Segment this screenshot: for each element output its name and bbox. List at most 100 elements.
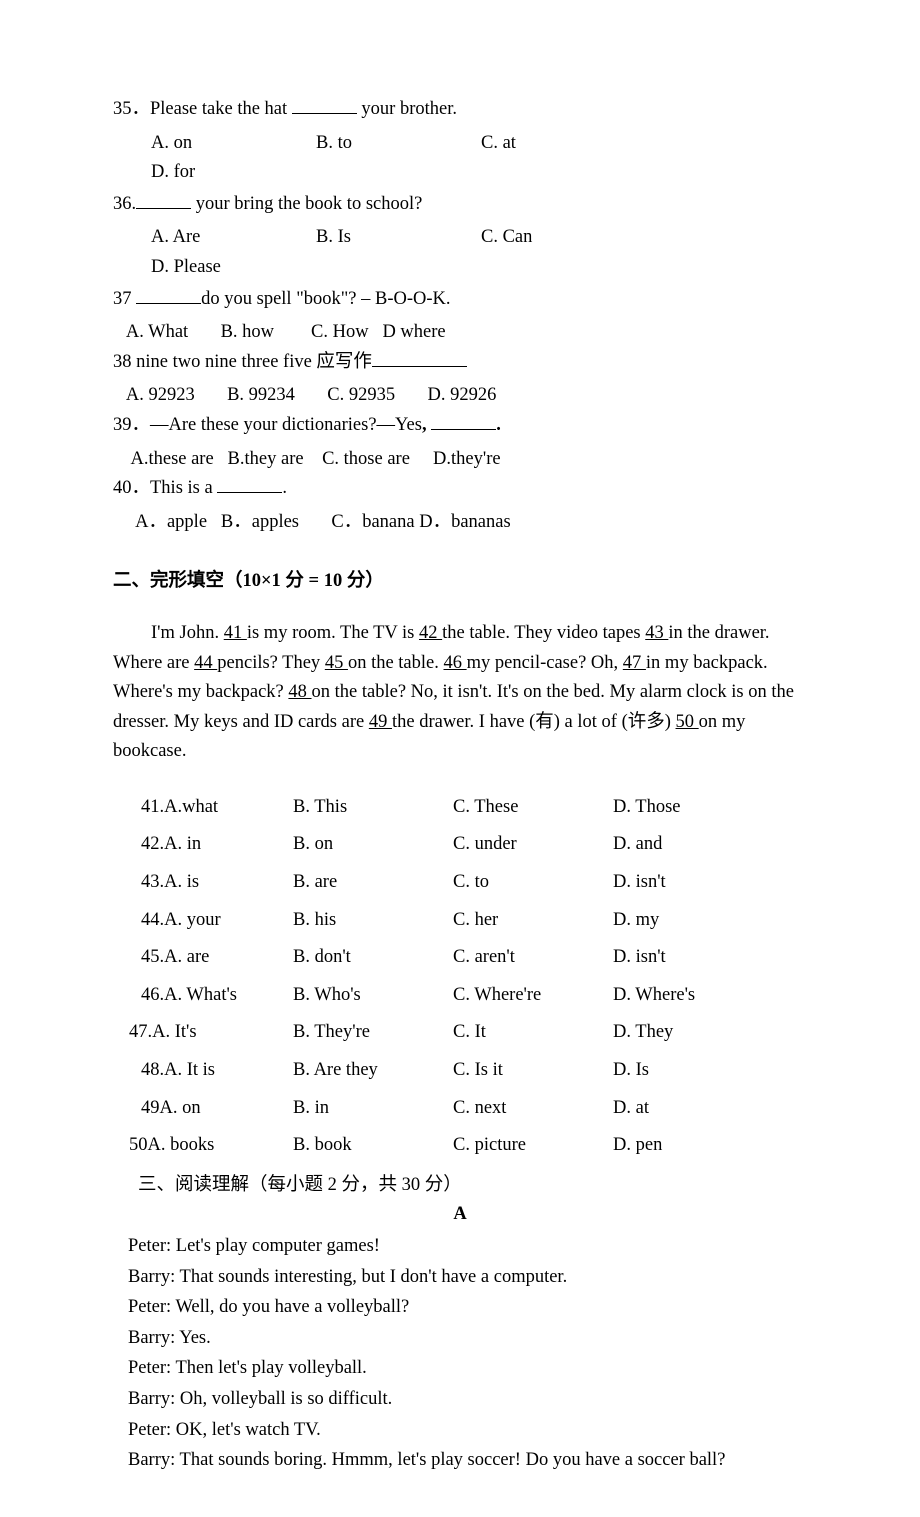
q40-stem-after: . xyxy=(282,478,287,498)
dialogue-line-5: Peter: Then let's play volleyball. xyxy=(128,1354,807,1384)
r47-a[interactable]: 47.A. It's xyxy=(113,1014,293,1052)
question-35: 35．Please take the hat your brother. xyxy=(113,95,807,125)
blank-42: 42 xyxy=(419,623,442,643)
q38-options[interactable]: A. 92923 B. 99234 C. 92935 D. 92926 xyxy=(113,381,807,411)
r48-b[interactable]: B. Are they xyxy=(293,1052,453,1090)
cloze-p2: is my room. The TV is xyxy=(247,623,419,643)
q35-options: A. on B. to C. at D. for xyxy=(151,129,807,188)
reading-dialogue-a: Peter: Let's play computer games! Barry:… xyxy=(128,1232,807,1476)
r50-c[interactable]: C. picture xyxy=(453,1127,613,1165)
r46-d[interactable]: D. Where's xyxy=(613,977,733,1015)
q36-opt-d[interactable]: D. Please xyxy=(151,253,316,283)
q35-opt-d[interactable]: D. for xyxy=(151,158,316,188)
dialogue-line-6: Barry: Oh, volleyball is so difficult. xyxy=(128,1385,807,1415)
r42-c[interactable]: C. under xyxy=(453,826,613,864)
q37-stem-before: 37 xyxy=(113,289,136,309)
r46-a[interactable]: 46.A. What's xyxy=(113,977,293,1015)
reading-title-a: A xyxy=(113,1200,807,1230)
r48-d[interactable]: D. Is xyxy=(613,1052,733,1090)
r43-c[interactable]: C. to xyxy=(453,864,613,902)
r45-d[interactable]: D. isn't xyxy=(613,939,733,977)
q39-comma: , xyxy=(422,415,431,435)
r47-d[interactable]: D. They xyxy=(613,1014,733,1052)
section3-header: 三、阅读理解（每小题 2 分，共 30 分） xyxy=(138,1171,807,1201)
question-36: 36. your bring the book to school? xyxy=(113,190,807,220)
dialogue-line-4: Barry: Yes. xyxy=(128,1324,807,1354)
r44-d[interactable]: D. my xyxy=(613,902,733,940)
q36-blank xyxy=(136,208,191,209)
q36-opt-b[interactable]: B. Is xyxy=(316,223,481,253)
r47-c[interactable]: C. It xyxy=(453,1014,613,1052)
blank-49: 49 xyxy=(369,712,392,732)
r50-b[interactable]: B. book xyxy=(293,1127,453,1165)
blank-48: 48 xyxy=(288,682,311,702)
r41-c[interactable]: C. These xyxy=(453,789,613,827)
r48-c[interactable]: C. Is it xyxy=(453,1052,613,1090)
cloze-p1: I'm John. xyxy=(151,623,224,643)
q35-opt-a[interactable]: A. on xyxy=(151,129,316,159)
q39-blank xyxy=(431,429,496,430)
q35-opt-c[interactable]: C. at xyxy=(481,129,646,159)
r46-b[interactable]: B. Who's xyxy=(293,977,453,1015)
q35-blank xyxy=(292,113,357,114)
r43-a[interactable]: 43.A. is xyxy=(113,864,293,902)
r44-a[interactable]: 44.A. your xyxy=(113,902,293,940)
r45-c[interactable]: C. aren't xyxy=(453,939,613,977)
cloze-p5: pencils? They xyxy=(217,653,325,673)
dialogue-line-1: Peter: Let's play computer games! xyxy=(128,1232,807,1262)
q36-options: A. Are B. Is C. Can D. Please xyxy=(151,223,807,282)
r48-a[interactable]: 48.A. It is xyxy=(113,1052,293,1090)
question-39: 39．—Are these your dictionaries?—Yes, . xyxy=(113,411,807,441)
r44-c[interactable]: C. her xyxy=(453,902,613,940)
r44-b[interactable]: B. his xyxy=(293,902,453,940)
r45-a[interactable]: 45.A. are xyxy=(113,939,293,977)
section2-header: 二、完形填空（10×1 分 = 10 分） xyxy=(113,567,807,597)
r47-b[interactable]: B. They're xyxy=(293,1014,453,1052)
cloze-p6: on the table. xyxy=(348,653,444,673)
q35-stem-after: your brother. xyxy=(357,99,457,119)
q38-blank xyxy=(372,366,467,367)
r49-c[interactable]: C. next xyxy=(453,1090,613,1128)
blank-46: 46 xyxy=(444,653,467,673)
r49-d[interactable]: D. at xyxy=(613,1090,733,1128)
r41-b[interactable]: B. This xyxy=(293,789,453,827)
q38-stem: 38 nine two nine three five 应写作 xyxy=(113,352,372,372)
dialogue-line-8: Barry: That sounds boring. Hmmm, let's p… xyxy=(128,1446,807,1476)
r41-a[interactable]: 41.A.what xyxy=(113,789,293,827)
cloze-p10: the drawer. I have (有) a lot of (许多) xyxy=(392,712,676,732)
q36-opt-a[interactable]: A. Are xyxy=(151,223,316,253)
blank-47: 47 xyxy=(623,653,646,673)
r43-d[interactable]: D. isn't xyxy=(613,864,733,902)
r50-d[interactable]: D. pen xyxy=(613,1127,733,1165)
r50-a[interactable]: 50A. books xyxy=(113,1127,293,1165)
r45-b[interactable]: B. don't xyxy=(293,939,453,977)
q39-options[interactable]: A.these are B.they are C. those are D.th… xyxy=(113,445,807,475)
q36-stem-after: your bring the book to school? xyxy=(191,194,422,214)
q35-opt-b[interactable]: B. to xyxy=(316,129,481,159)
r42-b[interactable]: B. on xyxy=(293,826,453,864)
q40-options[interactable]: A．apple B．apples C．banana D．bananas xyxy=(113,508,807,538)
cloze-p7: my pencil-case? Oh, xyxy=(467,653,623,673)
r49-a[interactable]: 49A. on xyxy=(113,1090,293,1128)
q39-stem-before: 39．—Are these your dictionaries?—Yes xyxy=(113,415,422,435)
blank-43: 43 xyxy=(645,623,668,643)
r42-d[interactable]: D. and xyxy=(613,826,733,864)
r42-a[interactable]: 42.A. in xyxy=(113,826,293,864)
q37-blank xyxy=(136,303,201,304)
q39-period: . xyxy=(496,415,501,435)
r46-c[interactable]: C. Where're xyxy=(453,977,613,1015)
blank-50: 50 xyxy=(676,712,699,732)
q37-stem-after: do you spell "book"? – B-O-O-K. xyxy=(201,289,450,309)
question-38: 38 nine two nine three five 应写作 xyxy=(113,348,807,378)
cloze-options-table: 41.A.whatB. ThisC. TheseD. Those 42.A. i… xyxy=(113,789,733,1165)
cloze-p3: the table. They video tapes xyxy=(442,623,645,643)
r43-b[interactable]: B. are xyxy=(293,864,453,902)
q36-opt-c[interactable]: C. Can xyxy=(481,223,646,253)
q40-blank xyxy=(217,492,282,493)
q37-options[interactable]: A. What B. how C. How D where xyxy=(113,318,807,348)
r49-b[interactable]: B. in xyxy=(293,1090,453,1128)
dialogue-line-2: Barry: That sounds interesting, but I do… xyxy=(128,1263,807,1293)
blank-45: 45 xyxy=(325,653,348,673)
q35-stem-before: 35．Please take the hat xyxy=(113,99,292,119)
r41-d[interactable]: D. Those xyxy=(613,789,733,827)
